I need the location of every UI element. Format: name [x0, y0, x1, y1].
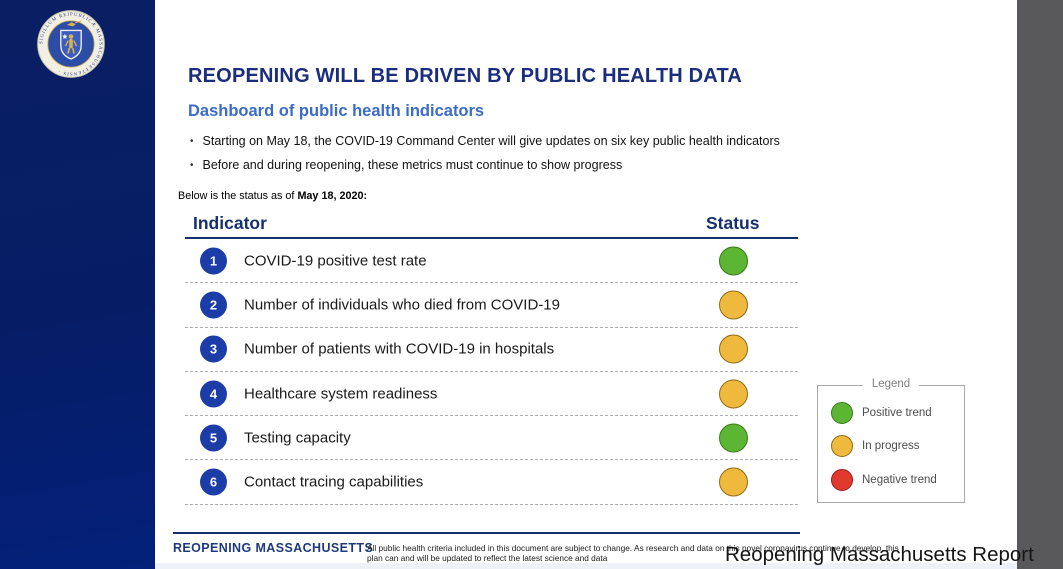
legend-item: Negative trend [818, 463, 964, 497]
footer-disclaimer-line: plan can and will be updated to reflect … [367, 553, 608, 563]
legend-dot [831, 468, 853, 491]
legend: Legend Positive trend In progress Negati… [817, 378, 965, 503]
footer-disclaimer-line: All public health criteria included in t… [367, 543, 899, 553]
table-header: Indicator Status [185, 211, 798, 239]
legend-title: Legend [862, 378, 920, 390]
footer-rule [173, 532, 800, 534]
table-row: 4 Healthcare system readiness [185, 372, 798, 417]
status-as-of-line: Below is the status as of May 18, 2020: [178, 190, 367, 202]
page-subtitle: Dashboard of public health indicators [188, 102, 485, 120]
row-number-badge: 2 [200, 291, 227, 319]
massachusetts-state-seal-icon: SIGILLUM REIPUBLICÆ MASSACHUSETTENSIS · [37, 10, 105, 78]
status-dot [719, 290, 748, 320]
row-number-badge: 1 [200, 247, 227, 275]
status-as-of-prefix: Below is the status as of [178, 190, 298, 202]
page-bottom-fade [155, 563, 1017, 569]
row-label: Number of individuals who died from COVI… [244, 296, 560, 314]
legend-label: In progress [862, 440, 920, 453]
table-row: 5 Testing capacity [185, 416, 798, 461]
bullet-text: Starting on May 18, the COVID-19 Command… [202, 134, 780, 148]
footer-brand: REOPENING MASSACHUSETTS [173, 541, 374, 555]
indicator-rows: 1 COVID-19 positive test rate 2 Number o… [185, 239, 798, 505]
row-label: COVID-19 positive test rate [244, 252, 427, 270]
viewer-gutter [1017, 0, 1063, 569]
row-label: Testing capacity [244, 429, 351, 447]
row-number-badge: 3 [200, 335, 227, 363]
row-label: Number of patients with COVID-19 in hosp… [244, 340, 555, 358]
bullet-glyph: • [190, 160, 194, 171]
status-dot [719, 246, 748, 276]
table-row: 3 Number of patients with COVID-19 in ho… [185, 328, 798, 372]
legend-dot [831, 401, 853, 424]
status-dot [719, 423, 748, 453]
sidebar: SIGILLUM REIPUBLICÆ MASSACHUSETTENSIS · [0, 0, 155, 569]
status-as-of-date: May 18, 2020: [297, 190, 368, 202]
row-label: Healthcare system readiness [244, 385, 438, 403]
table-row: 6 Contact tracing capabilities [185, 460, 798, 505]
document-page: REOPENING WILL BE DRIVEN BY PUBLIC HEALT… [155, 0, 1017, 569]
legend-dot [831, 435, 853, 458]
legend-item: Positive trend [818, 396, 964, 430]
page-title: REOPENING WILL BE DRIVEN BY PUBLIC HEALT… [188, 65, 743, 87]
legend-items: Positive trend In progress Negative tren… [818, 396, 964, 497]
status-dot [719, 379, 748, 409]
bullet-list: • Starting on May 18, the COVID-19 Comma… [190, 134, 780, 182]
column-header-status: Status [706, 213, 760, 233]
row-number-badge: 6 [200, 468, 227, 496]
row-number-badge: 5 [200, 424, 227, 452]
bullet-item: • Before and during reopening, these met… [190, 158, 780, 172]
indicators-table: Indicator Status 1 COVID-19 positive tes… [185, 211, 798, 505]
row-number-badge: 4 [200, 380, 227, 408]
row-label: Contact tracing capabilities [244, 473, 424, 491]
legend-item: In progress [818, 430, 964, 464]
column-header-indicator: Indicator [193, 213, 267, 233]
footer-disclaimer: All public health criteria included in t… [367, 543, 899, 563]
status-dot [719, 334, 748, 364]
status-dot [719, 467, 748, 497]
legend-label: Positive trend [862, 406, 932, 419]
background-window-title[interactable]: Reopening Massachusetts Report [725, 543, 1034, 566]
legend-label: Negative trend [862, 473, 937, 486]
table-row: 2 Number of individuals who died from CO… [185, 283, 798, 328]
bullet-text: Before and during reopening, these metri… [202, 158, 623, 172]
bullet-glyph: • [190, 136, 194, 147]
table-row: 1 COVID-19 positive test rate [185, 239, 798, 284]
bullet-item: • Starting on May 18, the COVID-19 Comma… [190, 134, 780, 148]
